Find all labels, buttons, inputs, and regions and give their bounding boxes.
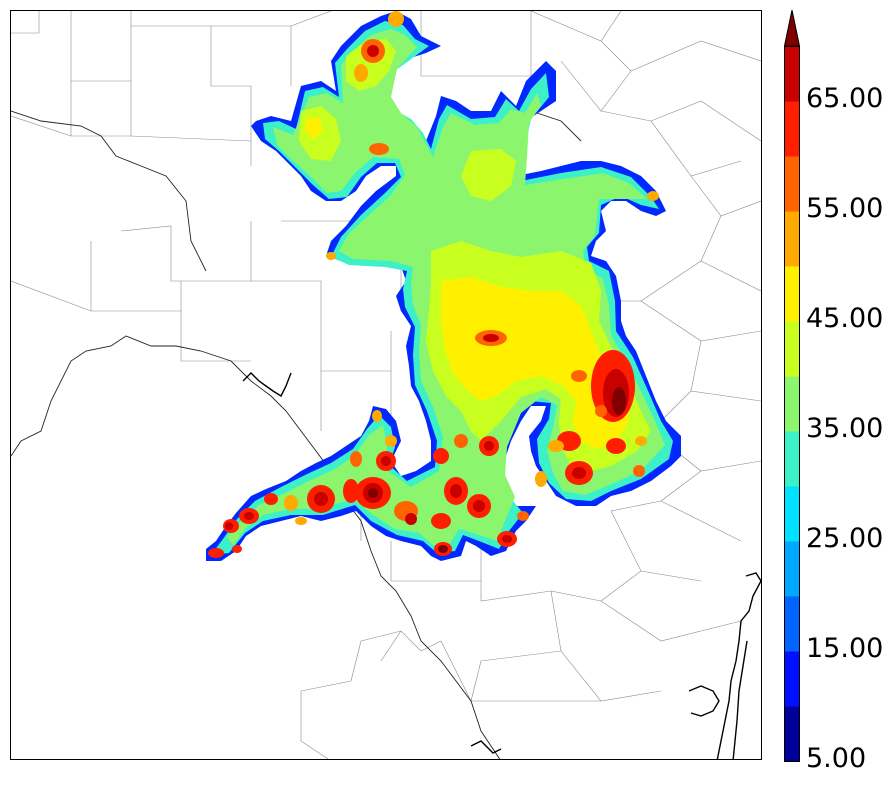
colorbar-tick-label: 15.00 [806,633,884,664]
colorbar-tick-label: 35.00 [806,413,884,444]
colorbar-segment [784,266,800,322]
colorbar-segment [784,376,800,432]
colorbar-tick-label: 55.00 [806,193,884,224]
storm-cells [208,11,659,558]
map-canvas [11,11,761,759]
colorbar-segment [784,46,800,102]
data-field [206,11,681,561]
colorbar-segment [784,541,800,597]
colorbar-tick-label: 5.00 [806,743,867,774]
colorbar-segment [784,596,800,652]
colorbar-tick-label: 25.00 [806,523,884,554]
colorbar-tick-label: 45.00 [806,303,884,334]
colorbar-segment [784,101,800,157]
colorbar-segment [784,211,800,267]
colorbar-segment [784,486,800,542]
colorbar-segment [784,321,800,377]
coastline [242,372,761,759]
colorbar-extend-arrow [784,10,800,47]
colorbar-segment [784,706,800,762]
colorbar [784,10,800,762]
colorbar-segment [784,156,800,212]
colorbar-segments [784,10,800,762]
map-panel [10,10,762,760]
colorbar-segment [784,431,800,487]
colorbar-segment [784,651,800,707]
colorbar-tick-label: 65.00 [806,83,884,114]
border-lines [11,110,582,759]
